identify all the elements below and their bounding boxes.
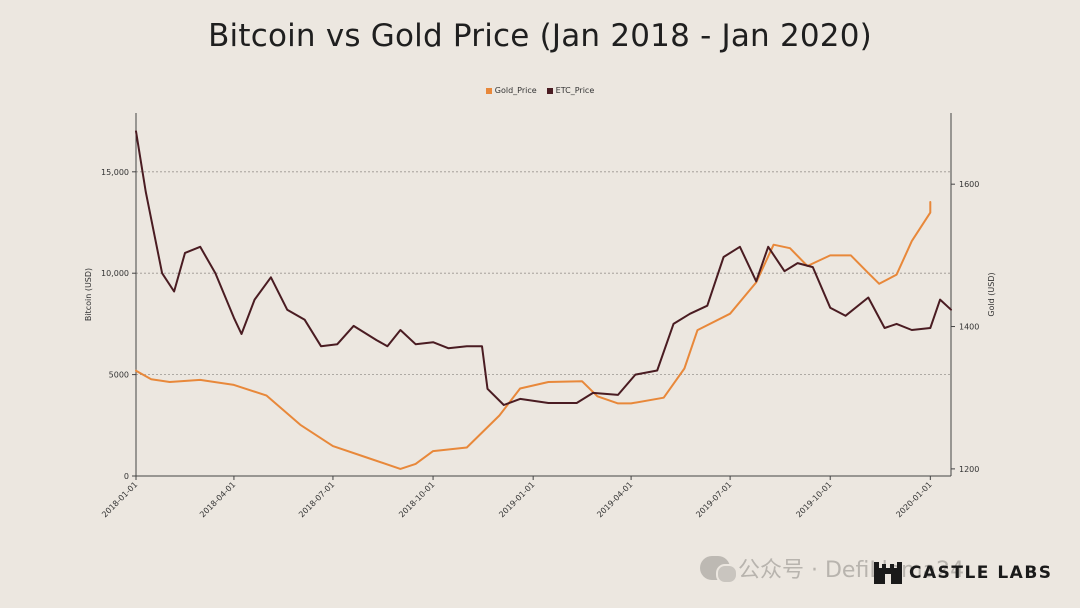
series-line-etc-price [135,130,952,406]
y-left-tick-label: 5000 [109,371,129,380]
castle-icon [874,562,902,584]
y-right-tick-label: 1600 [959,180,979,189]
x-tick-label: 2020-01-01 [894,480,933,519]
castle-labs-logo: CASTLE LABS [874,562,1053,584]
chart-title: Bitcoin vs Gold Price (Jan 2018 - Jan 20… [208,18,872,54]
legend-swatch-gold [485,87,492,94]
y-right-axis-label: Gold (USD) [987,272,996,316]
x-tick-label: 2019-10-01 [794,480,833,519]
logo-text: CASTLE LABS [909,563,1053,583]
series-line-gold-price [135,201,932,470]
x-tick-label: 2019-04-01 [595,480,634,519]
chart-legend: Gold_Price ETC_Price [0,86,1080,95]
y-left-tick-label: 10,000 [101,269,129,278]
watermark: 公众号 · DefiLlama24 [700,552,964,584]
x-tick-label: 2018-10-01 [397,480,436,519]
y-right-tick-label: 1200 [959,465,979,474]
legend-item-btc: ETC_Price [546,86,595,95]
legend-label-gold: Gold_Price [494,86,537,95]
legend-item-gold: Gold_Price [485,86,537,95]
y-left-axis-label: Bitcoin (USD) [84,268,93,321]
legend-label-btc: ETC_Price [555,86,595,95]
x-tick-label: 2019-07-01 [694,480,733,519]
x-tick-label: 2018-01-01 [100,480,139,519]
watermark-text: 公众号 · DefiLlama24 [738,558,965,583]
y-right-tick-label: 1400 [959,323,979,332]
legend-swatch-btc [546,87,553,94]
y-left-tick-label: 15,000 [101,168,129,177]
wechat-icon [700,556,738,584]
x-tick-label: 2018-04-01 [198,480,237,519]
x-tick-label: 2018-07-01 [297,480,336,519]
y-left-tick-label: 0 [124,472,129,481]
x-tick-label: 2019-01-01 [497,480,536,519]
